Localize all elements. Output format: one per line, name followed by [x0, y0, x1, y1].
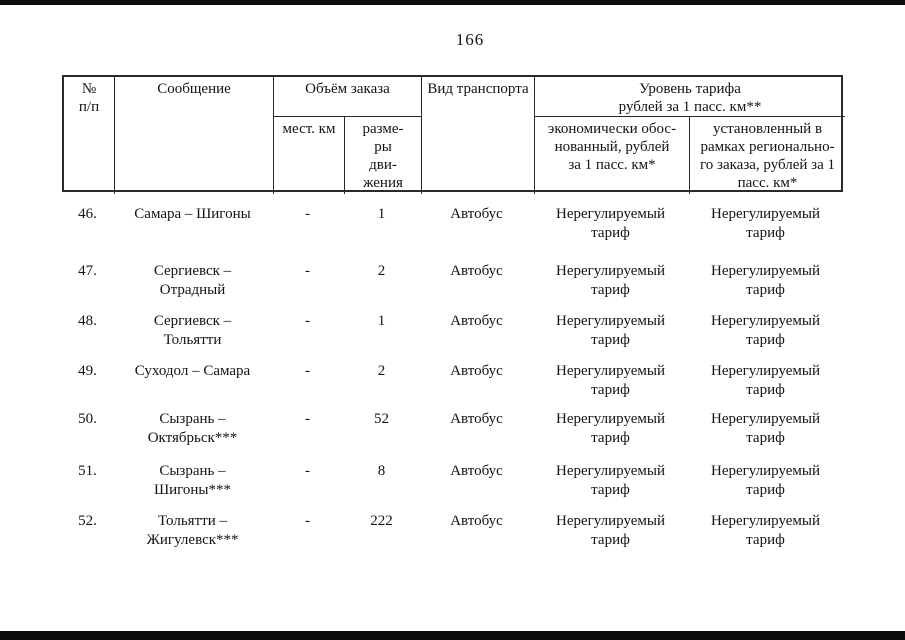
seat-km-cell: - [305, 206, 310, 222]
row-number: 51. [78, 463, 97, 479]
traffic-size-cell: 2 [377, 263, 386, 279]
tariff-econ-cell: Нерегулируемый тариф [555, 363, 665, 398]
transport-cell: Автобус [450, 513, 503, 529]
header-tariff-level: Уровень тарифа рублей за 1 пасс. км** [535, 77, 845, 117]
header-seat-km: мест. км [274, 117, 345, 194]
table-row: 49. Суходол – Самара - 2 Автобус Нерегул… [62, 362, 843, 400]
tariff-regional-cell: Нерегулируемый тариф [710, 513, 820, 548]
table-row: 47. Сергиевск – Отрадный - 2 Автобус Нер… [62, 262, 843, 300]
route-cell: Сергиевск – Отрадный [153, 263, 232, 298]
transport-cell: Автобус [450, 363, 503, 379]
tariff-regional-cell: Нерегулируемый тариф [710, 363, 820, 398]
table-header: № п/п Сообщение Объём заказа мест. км ра… [62, 75, 845, 194]
header-traffic-size: разме- ры дви- жения [345, 117, 422, 194]
table-row: 52. Тольятти – Жигулевск*** - 222 Автобу… [62, 512, 843, 550]
tariff-econ-cell: Нерегулируемый тариф [555, 313, 665, 348]
table-row: 46. Самара – Шигоны - 1 Автобус Нерегули… [62, 205, 843, 243]
route-cell: Самара – Шигоны [134, 206, 251, 222]
transport-cell: Автобус [450, 263, 503, 279]
route-cell: Сызрань – Октябрьск*** [147, 411, 238, 446]
header-transport-type: Вид транспорта [422, 77, 535, 194]
seat-km-cell: - [305, 463, 310, 479]
transport-cell: Автобус [450, 206, 503, 222]
tariff-regional-cell: Нерегулируемый тариф [710, 411, 820, 446]
seat-km-cell: - [305, 263, 310, 279]
header-tariff-econ: экономически обос- нованный, рублей за 1… [535, 117, 690, 194]
tariff-econ-cell: Нерегулируемый тариф [555, 206, 665, 241]
seat-km-cell: - [305, 513, 310, 529]
seat-km-cell: - [305, 411, 310, 427]
transport-cell: Автобус [450, 463, 503, 479]
route-cell: Сергиевск – Тольятти [153, 313, 232, 348]
route-cell: Сызрань – Шигоны*** [153, 463, 232, 498]
table-row: 50. Сызрань – Октябрьск*** - 52 Автобус … [62, 410, 843, 448]
row-number: 52. [78, 513, 97, 529]
routes-table: № п/п Сообщение Объём заказа мест. км ра… [62, 75, 845, 548]
traffic-size-cell: 1 [377, 206, 386, 222]
route-cell: Суходол – Самара [134, 363, 251, 379]
scan-artifact-top-bar [0, 0, 905, 5]
tariff-regional-cell: Нерегулируемый тариф [710, 463, 820, 498]
tariff-econ-cell: Нерегулируемый тариф [555, 263, 665, 298]
row-number: 48. [78, 313, 97, 329]
scan-artifact-bottom-bar [0, 631, 905, 640]
table-row: 48. Сергиевск – Тольятти - 1 Автобус Нер… [62, 312, 843, 350]
traffic-size-cell: 52 [374, 411, 389, 427]
row-number: 46. [78, 206, 97, 222]
seat-km-cell: - [305, 313, 310, 329]
traffic-size-cell: 8 [377, 463, 386, 479]
row-number: 49. [78, 363, 97, 379]
route-cell: Тольятти – Жигулевск*** [146, 513, 239, 548]
row-number: 47. [78, 263, 97, 279]
header-num: № п/п [64, 77, 115, 194]
seat-km-cell: - [305, 363, 310, 379]
header-order-volume: Объём заказа [274, 77, 422, 117]
transport-cell: Автобус [450, 411, 503, 427]
table-row: 51. Сызрань – Шигоны*** - 8 Автобус Нере… [62, 462, 843, 500]
traffic-size-cell: 1 [377, 313, 386, 329]
header-tariff-regional: установленный в рамках регионально- го з… [699, 121, 836, 191]
traffic-size-cell: 222 [370, 513, 393, 529]
tariff-econ-cell: Нерегулируемый тариф [555, 513, 665, 548]
tariff-econ-cell: Нерегулируемый тариф [555, 411, 665, 446]
tariff-regional-cell: Нерегулируемый тариф [710, 313, 820, 348]
tariff-regional-cell: Нерегулируемый тариф [710, 206, 820, 241]
tariff-regional-cell: Нерегулируемый тариф [710, 263, 820, 298]
tariff-econ-cell: Нерегулируемый тариф [555, 463, 665, 498]
traffic-size-cell: 2 [377, 363, 386, 379]
row-number: 50. [78, 411, 97, 427]
page-number: 166 [455, 30, 485, 49]
header-route: Сообщение [115, 77, 274, 194]
transport-cell: Автобус [450, 313, 503, 329]
